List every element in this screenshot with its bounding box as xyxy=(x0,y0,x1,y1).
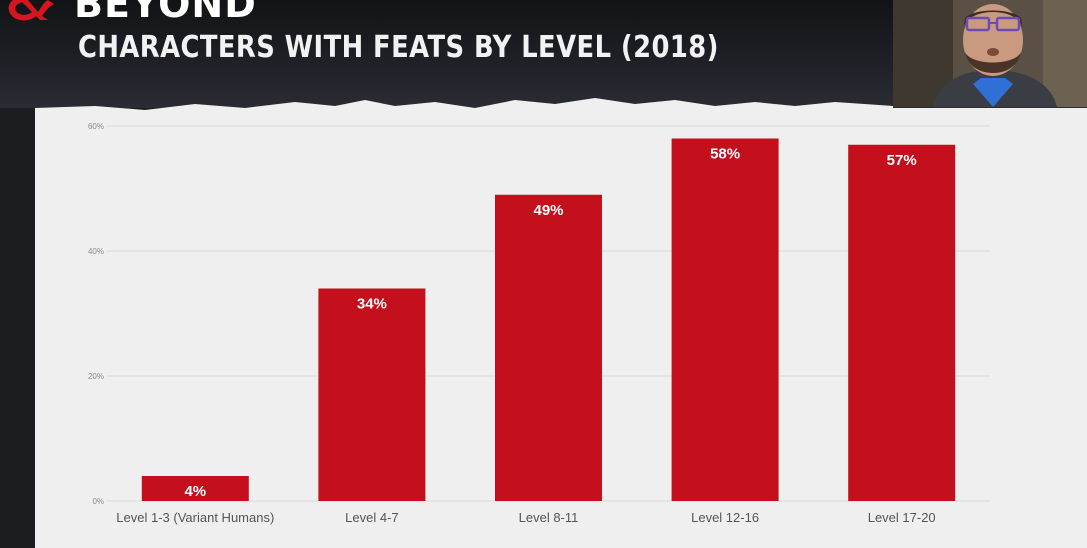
dnd-beyond-logo: BEYOND xyxy=(4,0,257,26)
x-category-label: Level 17-20 xyxy=(868,510,936,525)
x-category-label: Level 4-7 xyxy=(345,510,398,525)
bar xyxy=(848,144,956,501)
bar xyxy=(141,476,249,501)
bar-chart: 0% 20% 40% 60% 4% Level 1-3 (Variant Humans) 3… xyxy=(88,122,990,525)
bar-value-label: 49% xyxy=(533,202,563,219)
chart-panel: 0% 20% 40% 60% 4% Level 1-3 (Variant Humans) 3… xyxy=(35,98,1087,548)
x-category-label: Level 1-3 (Variant Humans) xyxy=(116,510,274,525)
x-category-label: Level 8-11 xyxy=(519,510,579,525)
bar-value-label: 4% xyxy=(184,483,206,500)
bar xyxy=(495,194,602,501)
y-tick-label: 20% xyxy=(88,372,104,381)
presenter-webcam-image xyxy=(893,0,1087,107)
bar xyxy=(318,288,426,501)
y-tick-label: 40% xyxy=(88,247,104,256)
x-category-label: Level 12-16 xyxy=(691,510,759,525)
y-tick-label: 0% xyxy=(92,497,104,506)
presenter-webcam xyxy=(893,0,1087,107)
bar-value-label: 57% xyxy=(887,152,917,169)
logo-text: BEYOND xyxy=(74,0,257,26)
bar-value-label: 58% xyxy=(710,146,740,163)
slide-title: CHARACTERS WITH FEATS BY LEVEL (2018) xyxy=(78,30,719,65)
y-tick-label: 60% xyxy=(88,122,104,131)
ampersand-dragon-logo-icon xyxy=(8,0,54,21)
bar-value-label: 34% xyxy=(357,296,387,313)
bar xyxy=(671,138,779,501)
